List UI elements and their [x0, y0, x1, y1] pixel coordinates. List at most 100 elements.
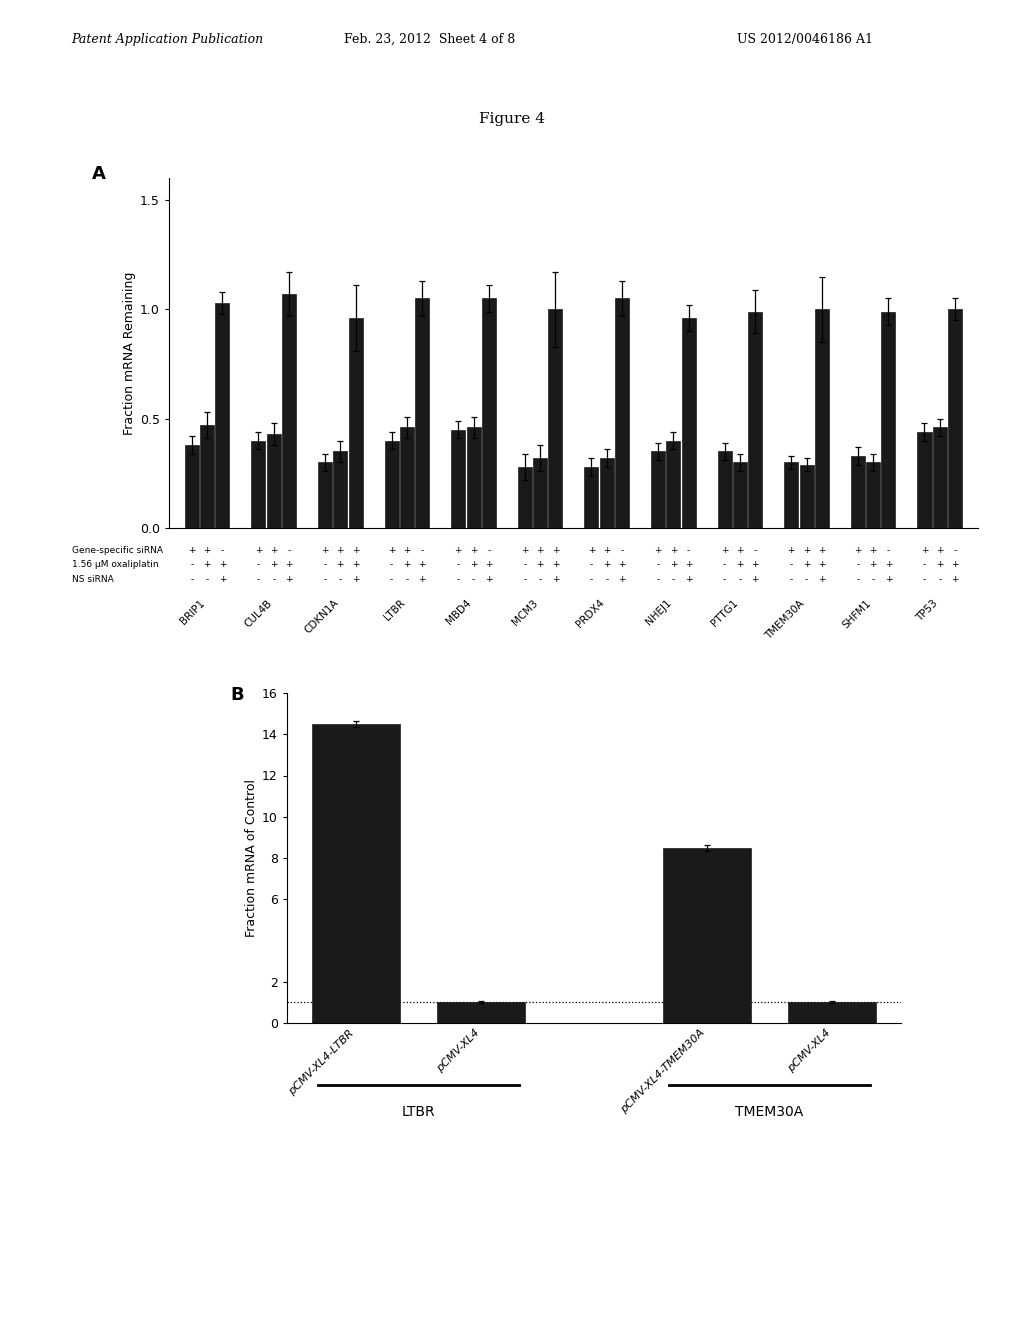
Bar [266, 434, 281, 528]
Text: NS siRNA: NS siRNA [72, 576, 114, 583]
Text: +: + [803, 561, 810, 569]
Text: -: - [656, 576, 659, 583]
Text: Feb. 23, 2012  Sheet 4 of 8: Feb. 23, 2012 Sheet 4 of 8 [344, 33, 516, 46]
Text: +: + [388, 546, 395, 554]
Text: +: + [818, 561, 825, 569]
Bar [718, 451, 732, 528]
Text: -: - [272, 576, 275, 583]
Text: +: + [470, 561, 477, 569]
Text: +: + [951, 576, 958, 583]
Text: BRIP1: BRIP1 [179, 598, 207, 626]
Text: +: + [403, 561, 411, 569]
Text: +: + [552, 576, 559, 583]
Text: TP53: TP53 [914, 598, 940, 623]
Text: +: + [219, 576, 226, 583]
Text: +: + [685, 576, 692, 583]
Text: CDKN1A: CDKN1A [302, 598, 340, 636]
Bar [282, 294, 296, 528]
Text: +: + [403, 546, 411, 554]
Text: -: - [339, 576, 342, 583]
Bar [733, 462, 746, 528]
Text: +: + [869, 546, 877, 554]
Text: +: + [521, 546, 528, 554]
Text: +: + [921, 546, 928, 554]
Text: +: + [752, 576, 759, 583]
Bar [800, 465, 814, 528]
Text: -: - [523, 561, 526, 569]
Text: +: + [352, 576, 359, 583]
Text: SHFM1: SHFM1 [841, 598, 873, 631]
Bar [318, 462, 332, 528]
Bar [933, 428, 947, 528]
Bar [651, 451, 666, 528]
Bar [252, 441, 265, 528]
Text: +: + [787, 546, 795, 554]
Text: +: + [352, 561, 359, 569]
Bar [481, 298, 496, 528]
Text: +: + [204, 546, 211, 554]
Text: +: + [204, 561, 211, 569]
Bar [667, 441, 680, 528]
Bar [185, 445, 199, 528]
Text: +: + [951, 561, 958, 569]
Text: -: - [672, 576, 675, 583]
Text: +: + [869, 561, 877, 569]
Text: +: + [588, 546, 595, 554]
Text: +: + [537, 546, 544, 554]
Bar [918, 432, 932, 528]
Text: +: + [885, 561, 892, 569]
Text: +: + [537, 561, 544, 569]
Text: TMEM30A: TMEM30A [764, 598, 807, 642]
Text: +: + [721, 546, 728, 554]
Text: +: + [219, 561, 226, 569]
Text: -: - [738, 576, 741, 583]
Bar [882, 312, 895, 528]
Text: +: + [670, 561, 677, 569]
Text: +: + [188, 546, 196, 554]
Text: Gene-specific siRNA: Gene-specific siRNA [72, 546, 163, 554]
Text: +: + [685, 561, 692, 569]
Bar [784, 462, 799, 528]
Text: -: - [923, 576, 926, 583]
Bar [948, 309, 962, 528]
Text: A: A [92, 165, 106, 183]
Text: -: - [953, 546, 956, 554]
Text: -: - [487, 546, 490, 554]
Text: -: - [723, 576, 726, 583]
Bar [749, 312, 762, 528]
Text: -: - [221, 546, 224, 554]
Bar [215, 302, 229, 528]
Text: +: + [255, 546, 262, 554]
Text: +: + [885, 576, 892, 583]
Bar [415, 298, 429, 528]
Text: +: + [270, 546, 278, 554]
Text: LTBR: LTBR [382, 598, 407, 623]
Text: -: - [790, 576, 793, 583]
Text: PRDX4: PRDX4 [574, 598, 607, 630]
Text: -: - [406, 576, 409, 583]
Text: +: + [485, 576, 493, 583]
Bar [333, 451, 347, 528]
Text: +: + [803, 546, 810, 554]
Bar [815, 309, 828, 528]
Text: -: - [257, 576, 260, 583]
Text: -: - [590, 576, 593, 583]
Text: -: - [605, 576, 608, 583]
Bar [663, 847, 751, 1023]
Bar [385, 441, 398, 528]
Text: PTTG1: PTTG1 [710, 598, 740, 628]
Text: -: - [621, 546, 624, 554]
Text: -: - [390, 561, 393, 569]
Text: +: + [455, 546, 462, 554]
Text: -: - [206, 576, 209, 583]
Bar [549, 309, 562, 528]
Text: +: + [552, 546, 559, 554]
Text: -: - [856, 576, 859, 583]
Text: 1.56 μM oxaliplatin: 1.56 μM oxaliplatin [72, 561, 159, 569]
Text: LTBR: LTBR [401, 1105, 435, 1119]
Text: -: - [871, 576, 874, 583]
Text: +: + [603, 546, 610, 554]
Text: -: - [523, 576, 526, 583]
Text: +: + [322, 546, 329, 554]
Bar [682, 318, 695, 528]
